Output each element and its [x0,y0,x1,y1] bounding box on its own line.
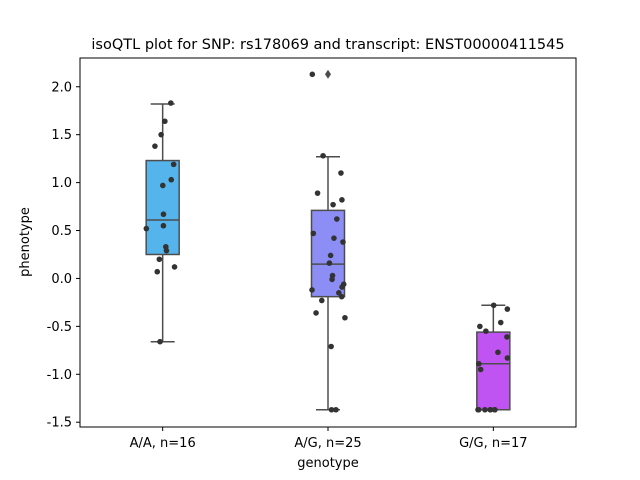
data-point [158,131,164,138]
x-tick-label: A/A, n=16 [130,436,196,451]
data-point [330,201,336,208]
data-point [339,284,345,290]
box-group-2 [309,69,348,413]
data-point [334,216,340,222]
box [310,209,346,298]
data-point [162,118,168,125]
data-point [154,268,161,275]
outlier-marker [325,69,331,79]
data-point [309,71,316,78]
x-tick-label: A/G, n=25 [294,436,361,451]
data-point [333,406,339,413]
data-point [338,293,345,300]
data-point [168,100,174,106]
data-point [160,222,167,229]
data-point [338,170,344,176]
data-point [157,338,163,345]
data-point [313,310,319,316]
chart-title: isoQTL plot for SNP: rs178069 and transc… [91,37,564,53]
y-axis-label: phenotype [18,207,33,277]
y-tick-label: -1.0 [47,368,72,383]
box [145,159,180,256]
data-point [171,264,178,270]
x-axis: A/A, n=16 A/G, n=25 G/G, n=17 [130,427,528,451]
y-tick-label: 0.5 [51,224,72,239]
data-point [156,256,163,263]
data-point [163,247,170,254]
data-point [329,276,335,283]
data-point [483,328,489,334]
box-group-1 [143,100,180,345]
data-point [160,211,167,218]
data-point [342,314,348,321]
data-point [170,161,177,168]
y-tick-label: 1.0 [51,176,72,191]
x-axis-label: genotype [297,456,358,471]
data-point [331,235,337,241]
y-tick-label: 0.0 [51,272,72,287]
data-point [326,260,333,266]
data-point [492,406,498,413]
y-axis: -1.5 -1.0 -0.5 0.0 0.5 1.0 1.5 2.0 [47,80,80,431]
data-point [168,176,175,183]
data-point [504,334,510,340]
data-point [336,290,342,296]
data-point [497,319,504,326]
data-point [314,190,321,196]
data-point [476,360,482,367]
data-point [490,302,497,309]
y-tick-label: 1.5 [51,128,72,143]
data-point [328,343,334,350]
data-point [320,152,326,159]
y-tick-label: -1.5 [47,416,72,431]
data-point [310,230,317,237]
data-point [495,349,501,356]
data-point [159,182,166,189]
data-point [318,297,325,304]
box-group-3 [475,302,511,413]
data-point [339,197,345,203]
chart-marks [143,69,511,413]
data-point [504,355,511,361]
data-point [504,306,511,312]
data-point [475,406,481,413]
data-point [327,252,334,259]
data-point [143,225,150,232]
data-point [152,143,158,149]
data-point [482,406,488,413]
data-point [328,406,335,413]
x-tick-label: G/G, n=17 [459,436,527,451]
y-tick-label: -0.5 [47,320,72,335]
data-point [340,239,346,245]
data-point [477,366,484,373]
data-point [309,287,315,293]
y-tick-label: 2.0 [51,80,72,95]
data-point [477,323,483,330]
data-point [487,406,494,413]
